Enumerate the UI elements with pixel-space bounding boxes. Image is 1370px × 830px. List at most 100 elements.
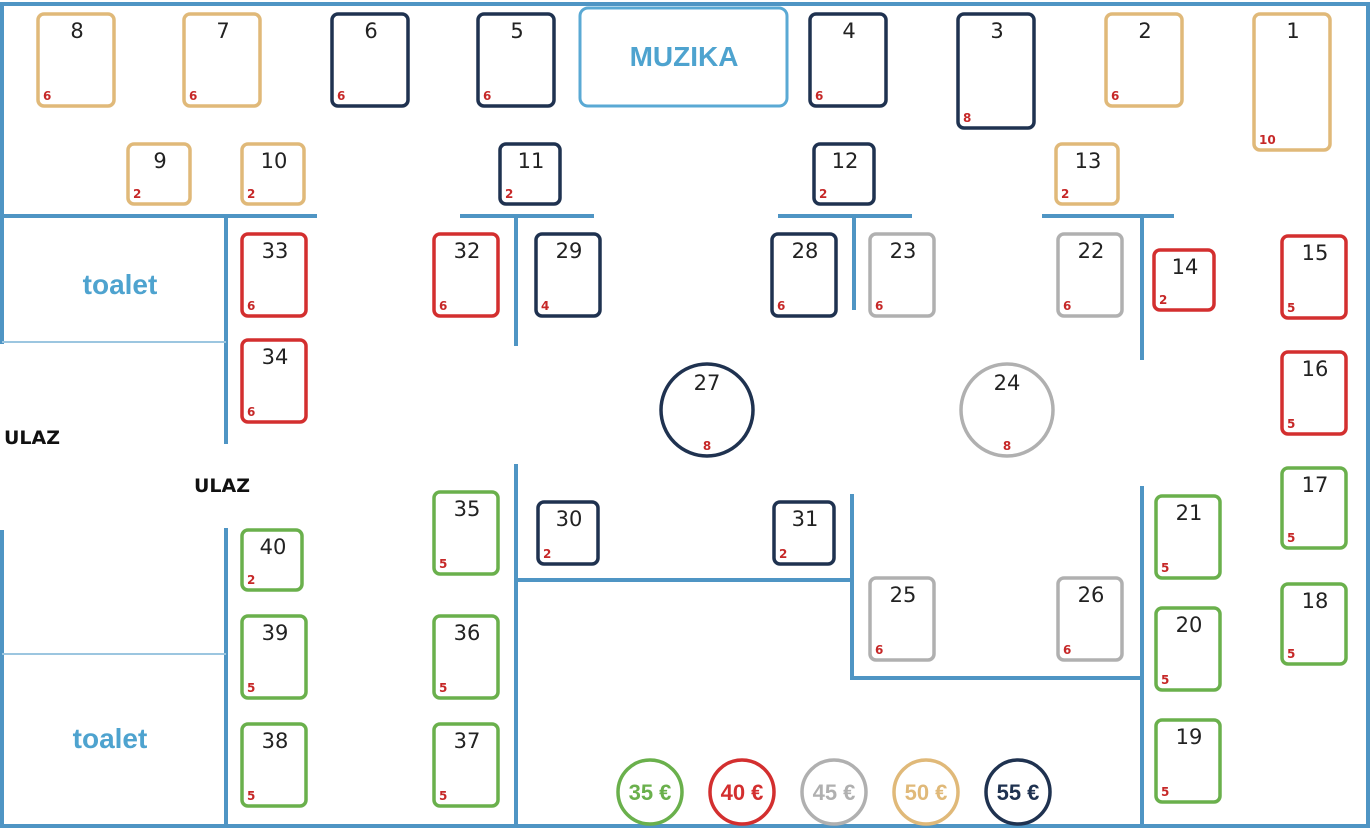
table-shape bbox=[1280, 582, 1348, 666]
table-7[interactable]: 76 bbox=[182, 12, 262, 108]
table-2[interactable]: 26 bbox=[1104, 12, 1184, 108]
table-20[interactable]: 20 5 bbox=[1154, 606, 1222, 692]
legend-swatch bbox=[616, 758, 684, 826]
table-40[interactable]: 40 2 bbox=[240, 528, 304, 592]
seat-count: 6 bbox=[1063, 643, 1071, 657]
table-shape bbox=[1054, 142, 1120, 206]
table-shape bbox=[1056, 232, 1124, 318]
table-shape bbox=[808, 12, 888, 108]
seat-count: 6 bbox=[247, 405, 255, 419]
table-shape bbox=[1280, 350, 1348, 436]
table-number: 17 bbox=[1302, 473, 1329, 497]
table-shape bbox=[959, 362, 1055, 458]
table-30[interactable]: 30 2 bbox=[536, 500, 600, 566]
table-shape bbox=[1154, 494, 1222, 580]
legend-item-red: 40 € bbox=[708, 758, 776, 826]
seat-count: 5 bbox=[247, 789, 255, 803]
seat-count: 5 bbox=[439, 557, 447, 571]
table-number: 19 bbox=[1176, 725, 1203, 749]
table-number: 40 bbox=[260, 535, 287, 559]
table-22[interactable]: 22 6 bbox=[1056, 232, 1124, 318]
table-16[interactable]: 16 5 bbox=[1280, 350, 1348, 436]
table-shape bbox=[36, 12, 116, 108]
table-25[interactable]: 25 6 bbox=[868, 576, 936, 662]
table-33[interactable]: 33 6 bbox=[240, 232, 308, 318]
table-number: 18 bbox=[1302, 589, 1329, 613]
table-36[interactable]: 36 5 bbox=[432, 614, 500, 700]
table-9[interactable]: 92 bbox=[126, 142, 192, 206]
legend-price-label: 50 € bbox=[905, 780, 948, 805]
table-27[interactable]: 27 8 bbox=[659, 362, 755, 458]
table-shape bbox=[534, 232, 602, 318]
table-39[interactable]: 39 5 bbox=[240, 614, 308, 700]
legend-price-label: 35 € bbox=[629, 780, 672, 805]
legend-price-label: 40 € bbox=[721, 780, 764, 805]
table-shape bbox=[182, 12, 262, 108]
seat-count: 6 bbox=[875, 643, 883, 657]
legend-price-label: 45 € bbox=[813, 780, 856, 805]
table-number: 32 bbox=[454, 239, 481, 263]
table-10[interactable]: 10 2 bbox=[240, 142, 306, 206]
seat-count: 4 bbox=[541, 299, 549, 313]
table-32[interactable]: 32 6 bbox=[432, 232, 500, 318]
table-18[interactable]: 18 5 bbox=[1280, 582, 1348, 666]
table-37[interactable]: 37 5 bbox=[432, 722, 500, 808]
table-31[interactable]: 31 2 bbox=[772, 500, 836, 566]
table-5[interactable]: 56 bbox=[476, 12, 556, 108]
table-35[interactable]: 35 5 bbox=[432, 490, 500, 576]
table-6[interactable]: 66 bbox=[330, 12, 410, 108]
table-shape bbox=[240, 142, 306, 206]
seat-count: 5 bbox=[1287, 417, 1295, 431]
table-shape bbox=[240, 614, 308, 700]
table-number: 16 bbox=[1302, 357, 1329, 381]
table-24[interactable]: 24 8 bbox=[959, 362, 1055, 458]
seat-count: 8 bbox=[963, 111, 971, 125]
table-34[interactable]: 34 6 bbox=[240, 338, 308, 424]
table-19[interactable]: 19 5 bbox=[1154, 718, 1222, 804]
table-15[interactable]: 15 5 bbox=[1280, 234, 1348, 320]
table-11[interactable]: 11 2 bbox=[498, 142, 562, 206]
seat-count: 10 bbox=[1259, 133, 1276, 147]
table-4[interactable]: 46 bbox=[808, 12, 888, 108]
music-stage: MUZIKA bbox=[578, 6, 789, 108]
toilet-top-label: toalet bbox=[83, 269, 158, 300]
legend-swatch bbox=[984, 758, 1052, 826]
table-shape bbox=[240, 232, 308, 318]
table-number: 33 bbox=[262, 239, 289, 263]
table-shape bbox=[770, 232, 838, 318]
table-3[interactable]: 38 bbox=[956, 12, 1036, 130]
seat-count: 2 bbox=[247, 187, 255, 201]
seat-count: 5 bbox=[439, 681, 447, 695]
seat-count: 6 bbox=[189, 89, 197, 103]
table-29[interactable]: 29 4 bbox=[534, 232, 602, 318]
table-17[interactable]: 17 5 bbox=[1280, 466, 1348, 550]
seat-count: 2 bbox=[543, 547, 551, 561]
price-legend: 35 € 40 € 45 € 50 € 55 € bbox=[616, 758, 1052, 826]
table-shape bbox=[1056, 576, 1124, 662]
table-shape bbox=[432, 232, 500, 318]
seat-count: 5 bbox=[1161, 673, 1169, 687]
table-shape bbox=[240, 528, 304, 592]
table-13[interactable]: 13 2 bbox=[1054, 142, 1120, 206]
table-number: 28 bbox=[792, 239, 819, 263]
seat-count: 6 bbox=[777, 299, 785, 313]
table-26[interactable]: 26 6 bbox=[1056, 576, 1124, 662]
table-38[interactable]: 38 5 bbox=[240, 722, 308, 808]
seat-count: 6 bbox=[1111, 89, 1119, 103]
table-12[interactable]: 12 2 bbox=[812, 142, 876, 206]
table-shape bbox=[432, 614, 500, 700]
table-14[interactable]: 14 2 bbox=[1152, 248, 1216, 312]
table-28[interactable]: 28 6 bbox=[770, 232, 838, 318]
table-number: 22 bbox=[1078, 239, 1105, 263]
table-number: 34 bbox=[262, 345, 289, 369]
table-23[interactable]: 23 6 bbox=[868, 232, 936, 318]
music-label: MUZIKA bbox=[630, 41, 739, 72]
table-8[interactable]: 86 bbox=[36, 12, 116, 108]
table-shape bbox=[476, 12, 556, 108]
legend-swatch bbox=[708, 758, 776, 826]
table-shape bbox=[330, 12, 410, 108]
tables: 1102638465666768692102112122132142155165… bbox=[36, 12, 1348, 808]
table-21[interactable]: 21 5 bbox=[1154, 494, 1222, 580]
table-1[interactable]: 1 10 bbox=[1252, 12, 1332, 152]
